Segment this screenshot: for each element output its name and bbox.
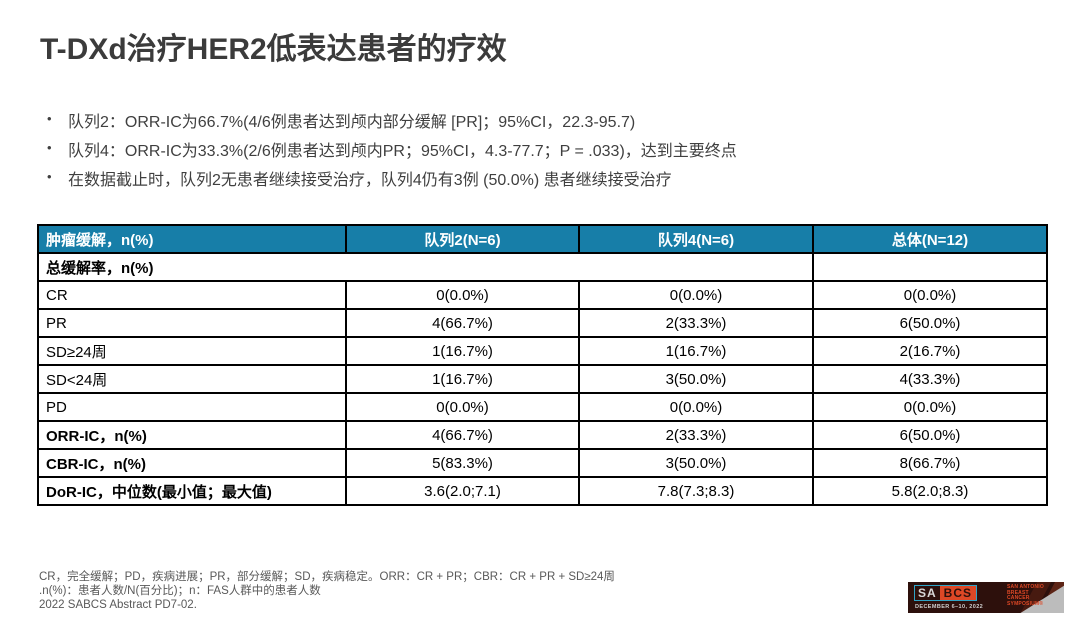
bullet-item: • 队列4：ORR-IC为33.3%(2/6例患者达到颅内PR；95%CI，4.… <box>47 137 997 166</box>
cell-value: 3.6(2.0;7.1) <box>345 476 580 506</box>
col-header-cohort2: 队列2(N=6) <box>345 224 580 254</box>
bullet-text: 队列2：ORR-IC为66.7%(4/6例患者达到颅内部分缓解 [PR]；95%… <box>68 114 636 131</box>
cell-value: 5.8(2.0;8.3) <box>812 476 1048 506</box>
row-label: CBR-IC，n(%) <box>37 448 347 478</box>
cell-value: 6(50.0%) <box>812 420 1048 450</box>
cell-value: 0(0.0%) <box>812 392 1048 422</box>
table-row: DoR-IC，中位数(最小值；最大值) 3.6(2.0;7.1) 7.8(7.3… <box>37 476 1048 506</box>
row-label: SD<24周 <box>37 364 347 394</box>
bullet-item: • 队列2：ORR-IC为66.7%(4/6例患者达到颅内部分缓解 [PR]；9… <box>47 108 997 137</box>
col-header-cohort4: 队列4(N=6) <box>578 224 814 254</box>
cell-value: 3(50.0%) <box>578 364 814 394</box>
cell-value: 0(0.0%) <box>345 280 580 310</box>
row-label: PR <box>37 308 347 338</box>
row-label: PD <box>37 392 347 422</box>
bullet-list: • 队列2：ORR-IC为66.7%(4/6例患者达到颅内部分缓解 [PR]；9… <box>47 108 997 195</box>
cell-value: 1(16.7%) <box>345 364 580 394</box>
logo-bcs-text: BCS <box>939 586 977 600</box>
logo-date: DECEMBER 6–10, 2022 <box>915 604 984 610</box>
table-row: CBR-IC，n(%) 5(83.3%) 3(50.0%) 8(66.7%) <box>37 448 1048 478</box>
sabcs-wordmark: SA BCS <box>914 585 978 601</box>
cell-value: 4(66.7%) <box>345 308 580 338</box>
results-table: 肿瘤缓解，n(%) 队列2(N=6) 队列4(N=6) 总体(N=12) 总缓解… <box>37 224 1048 506</box>
row-label: SD≥24周 <box>37 336 347 366</box>
col-header-tumor-response: 肿瘤缓解，n(%) <box>37 224 347 254</box>
page-title: T-DXd治疗HER2低表达患者的疗效 <box>40 33 507 66</box>
cell-value: 0(0.0%) <box>578 280 814 310</box>
bullet-marker-icon: • <box>47 111 52 126</box>
bullet-item: • 在数据截止时，队列2无患者继续接受治疗，队列4仍有3例 (50.0%) 患者… <box>47 166 997 195</box>
table-row: SD<24周 1(16.7%) 3(50.0%) 4(33.3%) <box>37 364 1048 394</box>
bullet-marker-icon: • <box>47 140 52 155</box>
sabcs-logo: SA BCS SAN ANTONIO BREAST CANCER SYMPOSI… <box>908 582 1064 613</box>
table-row: PR 4(66.7%) 2(33.3%) 6(50.0%) <box>37 308 1048 338</box>
bullet-marker-icon: • <box>47 169 52 184</box>
cell-value: 0(0.0%) <box>578 392 814 422</box>
table-row: PD 0(0.0%) 0(0.0%) 0(0.0%) <box>37 392 1048 422</box>
footnotes: CR，完全缓解；PD，疾病进展；PR，部分缓解；SD，疾病稳定。ORR：CR +… <box>39 571 615 612</box>
cell-value: 4(66.7%) <box>345 420 580 450</box>
cell-value: 2(33.3%) <box>578 308 814 338</box>
col-header-total: 总体(N=12) <box>812 224 1048 254</box>
bullet-text: 队列4：ORR-IC为33.3%(2/6例患者达到颅内PR；95%CI，4.3-… <box>68 143 737 160</box>
subheader-cell: 总缓解率，n(%) <box>37 252 814 282</box>
logo-subtitle: SAN ANTONIO BREAST CANCER SYMPOSIUM® <box>1007 584 1044 607</box>
cell-value: 2(16.7%) <box>812 336 1048 366</box>
footnote-abbreviations: CR，完全缓解；PD，疾病进展；PR，部分缓解；SD，疾病稳定。ORR：CR +… <box>39 571 615 583</box>
logo-sa-text: SA <box>918 586 937 600</box>
cell-value: 4(33.3%) <box>812 364 1048 394</box>
footnote-citation: 2022 SABCS Abstract PD7-02. <box>39 598 197 611</box>
table-row: ORR-IC，n(%) 4(66.7%) 2(33.3%) 6(50.0%) <box>37 420 1048 450</box>
table-row: SD≥24周 1(16.7%) 1(16.7%) 2(16.7%) <box>37 336 1048 366</box>
cell-value: 3(50.0%) <box>578 448 814 478</box>
cell-value: 0(0.0%) <box>812 280 1048 310</box>
cell-value: 8(66.7%) <box>812 448 1048 478</box>
cell-value: 6(50.0%) <box>812 308 1048 338</box>
row-label: DoR-IC，中位数(最小值；最大值) <box>37 476 347 506</box>
table-row: CR 0(0.0%) 0(0.0%) 0(0.0%) <box>37 280 1048 310</box>
row-label: ORR-IC，n(%) <box>37 420 347 450</box>
row-label: CR <box>37 280 347 310</box>
cell-value: 1(16.7%) <box>345 336 580 366</box>
table-subheader-row: 总缓解率，n(%) <box>37 252 1048 282</box>
cell-value: 0(0.0%) <box>345 392 580 422</box>
table-header-row: 肿瘤缓解，n(%) 队列2(N=6) 队列4(N=6) 总体(N=12) <box>37 224 1048 254</box>
footnote-definitions: .n(%)：患者人数/N(百分比)；n：FAS人群中的患者人数 <box>39 584 321 597</box>
cell-value: 5(83.3%) <box>345 448 580 478</box>
cell-value: 2(33.3%) <box>578 420 814 450</box>
empty-cell <box>812 252 1048 282</box>
bullet-text: 在数据截止时，队列2无患者继续接受治疗，队列4仍有3例 (50.0%) 患者继续… <box>68 172 672 189</box>
cell-value: 7.8(7.3;8.3) <box>578 476 814 506</box>
cell-value: 1(16.7%) <box>578 336 814 366</box>
